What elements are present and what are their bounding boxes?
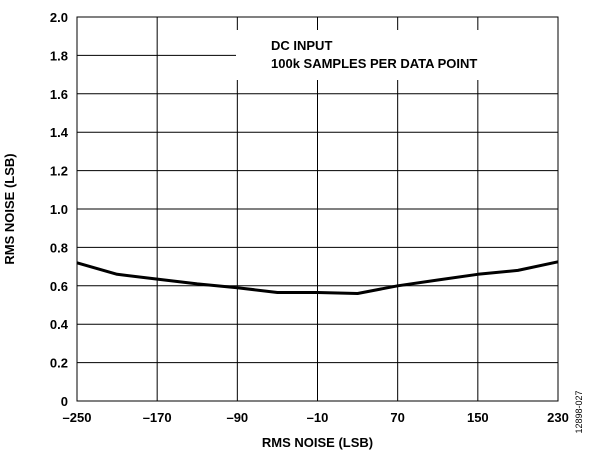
x-tick-label: –250 (63, 410, 92, 425)
series-group (76, 260, 559, 295)
y-axis-title: RMS NOISE (LSB) (2, 153, 17, 264)
y-tick-label: 1.8 (50, 48, 68, 63)
x-tick-label: –170 (143, 410, 172, 425)
x-tick-labels: –250 –170 –90 –10 70 150 230 (63, 410, 569, 425)
annotation-box (236, 30, 558, 80)
y-tick-label: 0 (61, 394, 68, 409)
y-tick-label: 0.8 (50, 240, 68, 255)
y-tick-label: 0.4 (50, 317, 69, 332)
y-tick-label: 0.6 (50, 279, 68, 294)
y-tick-label: 1.4 (50, 125, 69, 140)
x-tick-label: 230 (547, 410, 569, 425)
x-tick-label: 150 (467, 410, 489, 425)
plot-frame (76, 16, 559, 402)
annotation-samples: 100k SAMPLES PER DATA POINT (271, 56, 477, 71)
annotation-dc-input: DC INPUT (271, 38, 332, 53)
x-tick-label: –90 (226, 410, 248, 425)
y-tick-label: 1.2 (50, 164, 68, 179)
x-axis-title: RMS NOISE (LSB) (262, 435, 373, 450)
y-tick-label: 0.2 (50, 356, 68, 371)
figure-id: 12898-027 (574, 390, 584, 433)
y-tick-labels: 0 0.2 0.4 0.6 0.8 1.0 1.2 1.4 1.6 1.8 2.0 (50, 10, 69, 409)
series-line (76, 260, 559, 295)
x-tick-label: 70 (390, 410, 404, 425)
x-tick-label: –10 (307, 410, 329, 425)
y-tick-label: 1.0 (50, 202, 68, 217)
y-tick-label: 1.6 (50, 87, 68, 102)
y-tick-label: 2.0 (50, 10, 68, 25)
